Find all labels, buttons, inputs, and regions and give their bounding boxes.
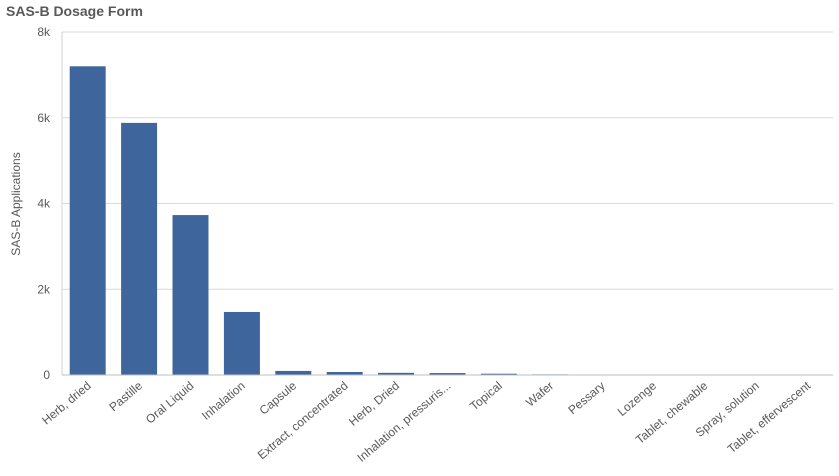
x-tick-label: Extract, concentrated (255, 379, 351, 463)
x-tick-label: Lozenge (615, 378, 660, 419)
y-tick-label: 6k (37, 111, 51, 125)
bar (69, 66, 106, 376)
y-tick-label: 0 (43, 368, 50, 382)
x-tick-label: Pastille (106, 378, 145, 414)
y-tick-label: 8k (37, 25, 51, 39)
bar (326, 371, 363, 375)
bar (275, 370, 312, 375)
bar (429, 373, 466, 375)
x-tick-label: Oral Liquid (143, 379, 196, 427)
x-tick-label: Inhalation, pressuris... (354, 379, 453, 465)
x-tick-label: Wafer (523, 379, 556, 410)
y-axis-label: SAS-B Applications (9, 152, 23, 255)
chart-title: SAS-B Dosage Form (6, 3, 143, 19)
y-tick-label: 4k (37, 197, 51, 211)
x-tick-label: Topical (467, 379, 505, 414)
bar (480, 373, 517, 375)
x-tick-label: Inhalation (199, 379, 248, 423)
x-tick-label: Pessary (565, 379, 607, 418)
bar (172, 215, 209, 375)
x-tick-label: Capsule (256, 378, 299, 417)
bar (121, 122, 158, 376)
bar (223, 311, 260, 375)
y-tick-label: 2k (37, 282, 51, 296)
x-tick-label: Herb, dried (39, 379, 93, 428)
bar (378, 372, 415, 375)
